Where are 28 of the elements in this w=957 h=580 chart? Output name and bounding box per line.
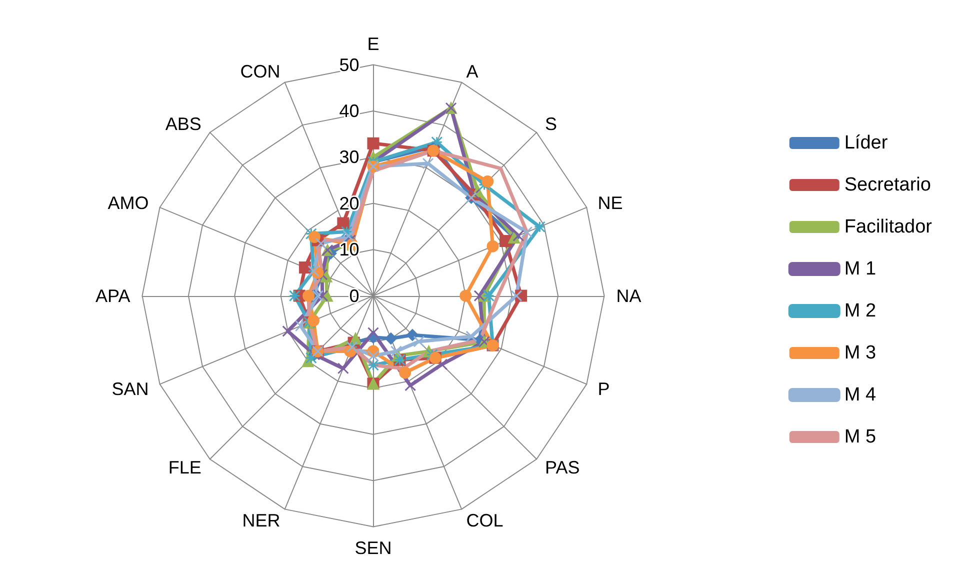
spoke-label: CON [240, 61, 280, 82]
spoke-label: P [598, 378, 610, 399]
legend-label: M 3 [844, 342, 876, 364]
legend-label: M 2 [844, 300, 876, 322]
spoke-label: NA [616, 286, 642, 306]
spoke-label: A [466, 61, 478, 82]
spoke-label: SEN [354, 538, 392, 558]
spoke-label: FLE [168, 458, 202, 478]
legend-label: M 4 [844, 384, 876, 406]
legend-label: Líder [844, 132, 888, 154]
spoke-label: PAS [545, 458, 580, 478]
y-tick-label: 50 [339, 54, 360, 75]
legend-label: M 5 [844, 426, 876, 448]
spoke-label: S [545, 114, 558, 134]
spoke-label: COL [466, 510, 504, 530]
y-tick-label: 0 [349, 286, 360, 306]
spoke-label: NE [598, 192, 623, 213]
spoke-label: SAN [112, 378, 149, 399]
spoke-label: AMO [108, 192, 149, 213]
legend-label: Facilitador [844, 216, 933, 238]
y-tick-label: 30 [339, 147, 360, 168]
spoke-label: E [367, 34, 380, 54]
legend-label: M 1 [844, 258, 876, 280]
spoke-label: NER [242, 510, 280, 530]
legend-label: Secretario [844, 174, 931, 196]
spoke-label: ABS [165, 114, 202, 134]
spoke-label: APA [96, 286, 130, 306]
y-tick-label: 40 [339, 101, 360, 121]
